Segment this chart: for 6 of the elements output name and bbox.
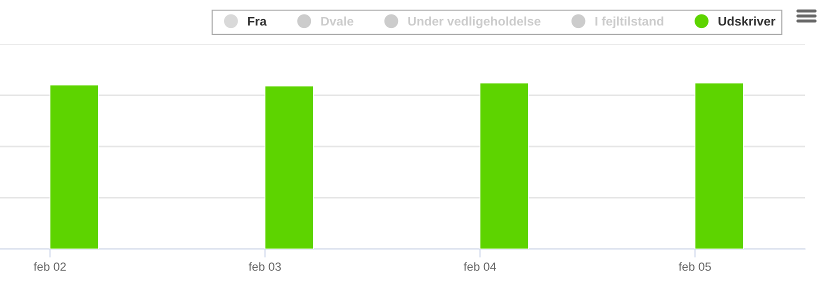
legend-label: Fra — [248, 16, 267, 26]
x-tick-label: feb 05 — [678, 262, 711, 271]
x-tick-label: feb 03 — [248, 262, 281, 271]
x-tick-label: feb 02 — [34, 262, 66, 271]
legend-label: Udskriver — [718, 16, 776, 26]
x-tick-label: feb 04 — [464, 262, 496, 271]
